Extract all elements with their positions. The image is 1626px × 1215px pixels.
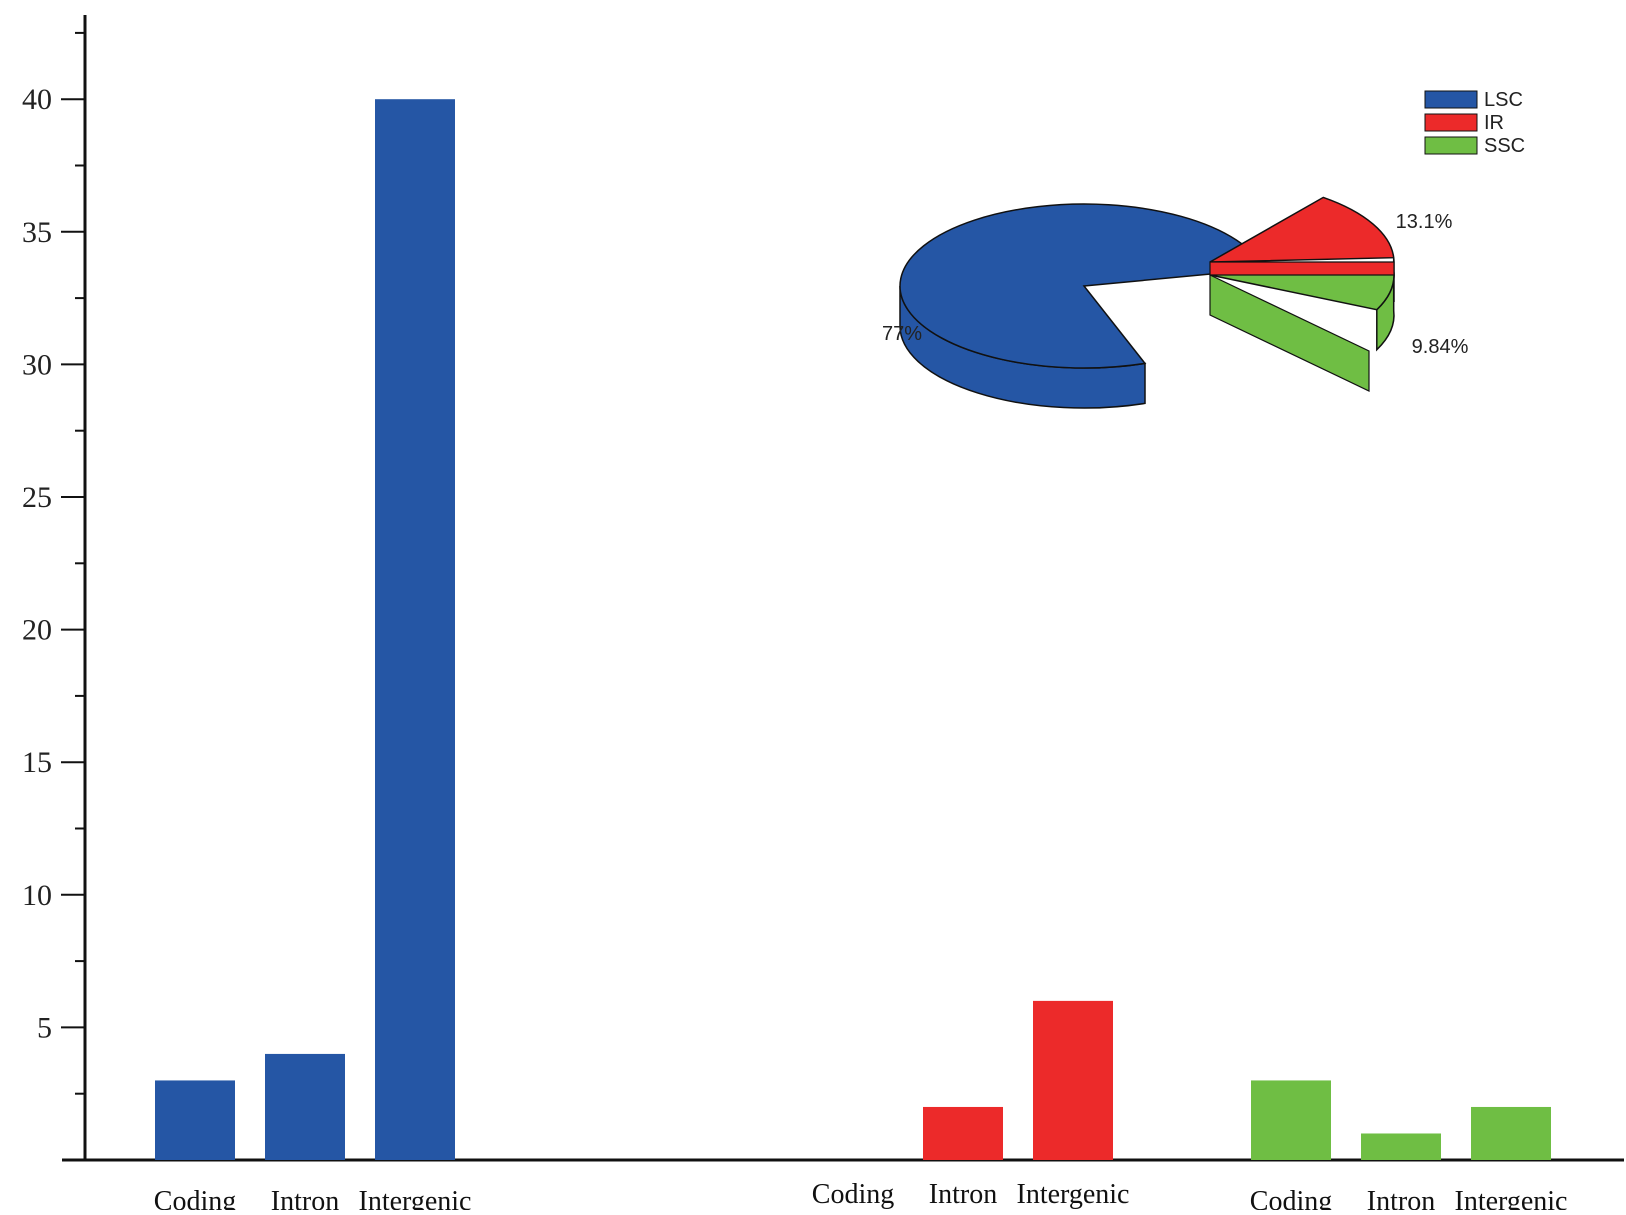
category-label: Intergenic [359, 1186, 472, 1210]
legend-swatch-ir [1425, 114, 1477, 131]
category-label: Coding [1250, 1186, 1332, 1210]
category-label: Coding [812, 1179, 894, 1210]
y-tick-label: 15 [22, 746, 52, 779]
category-label: Intron [271, 1186, 339, 1210]
pie-chart: 77% 13.1% 9.84% [882, 197, 1469, 408]
bar-ssc-coding [1251, 1080, 1331, 1160]
y-tick-label: 30 [22, 348, 52, 381]
pie-percent-label: 13.1% [1396, 211, 1453, 233]
category-label: Intron [929, 1179, 997, 1210]
y-tick-label: 20 [22, 614, 52, 647]
y-tick-label: 25 [22, 481, 52, 514]
y-tick-label: 5 [37, 1011, 52, 1044]
legend-swatch-ssc [1425, 137, 1477, 154]
y-tick-label: 10 [22, 879, 52, 912]
bar-chart: 5 10 15 20 25 30 35 40 Coding Intron Intergenic Cod… [22, 15, 1624, 1210]
bar-ssc-intron [1361, 1133, 1441, 1160]
legend-label: SSC [1484, 135, 1525, 157]
category-label: Coding [154, 1186, 236, 1210]
bar-ir-intron [923, 1107, 1003, 1160]
legend-label: IR [1484, 112, 1504, 134]
pie-percent-label: 9.84% [1412, 336, 1469, 358]
bar-lsc-intron [265, 1054, 345, 1160]
pie-wall-ir [1210, 262, 1394, 275]
pie-slice-ir [1210, 197, 1394, 262]
bar-ir-intergenic [1033, 1001, 1113, 1160]
bar-lsc-intergenic [375, 99, 455, 1160]
y-tick-label: 35 [22, 216, 52, 249]
category-label: Intergenic [1455, 1186, 1568, 1210]
bar-ssc-intergenic [1471, 1107, 1551, 1160]
legend-swatch-lsc [1425, 91, 1477, 108]
category-label: Intron [1367, 1186, 1435, 1210]
y-tick-label: 40 [22, 83, 52, 116]
pie-percent-label: 77% [882, 323, 922, 345]
bar-lsc-coding [155, 1080, 235, 1160]
legend-label: LSC [1484, 89, 1523, 111]
category-label: Intergenic [1017, 1179, 1130, 1210]
